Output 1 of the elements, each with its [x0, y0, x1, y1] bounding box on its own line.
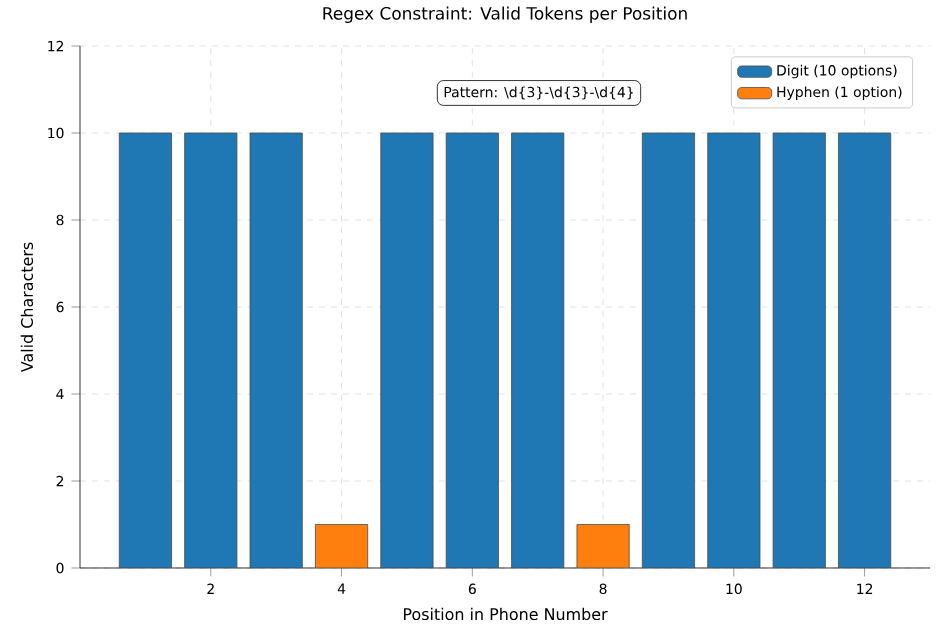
- chart-title: Regex Constraint: Valid Tokens per Position: [323, 6, 687, 24]
